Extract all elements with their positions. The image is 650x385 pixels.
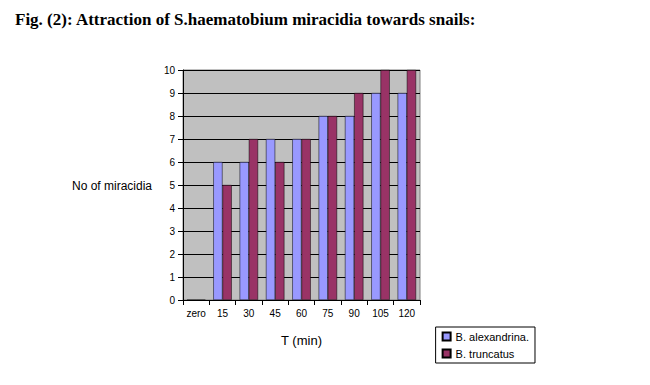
svg-text:9: 9 (169, 88, 175, 99)
svg-text:30: 30 (243, 308, 255, 319)
svg-text:No of miracidia: No of miracidia (72, 179, 152, 193)
svg-text:Fig. (2): Attraction of S.haem: Fig. (2): Attraction of S.haematobium mi… (15, 10, 475, 29)
svg-text:7: 7 (169, 134, 175, 145)
svg-text:10: 10 (164, 65, 176, 76)
svg-text:60: 60 (296, 308, 308, 319)
svg-text:6: 6 (169, 157, 175, 168)
svg-text:120: 120 (398, 308, 415, 319)
svg-text:8: 8 (169, 111, 175, 122)
svg-text:B. alexandrina.: B. alexandrina. (456, 331, 529, 343)
svg-text:5: 5 (169, 180, 175, 191)
svg-text:0: 0 (169, 295, 175, 306)
svg-text:B. truncatus: B. truncatus (456, 348, 515, 360)
svg-text:3: 3 (169, 226, 175, 237)
svg-text:4: 4 (169, 203, 175, 214)
svg-text:2: 2 (169, 249, 175, 260)
svg-text:75: 75 (322, 308, 334, 319)
svg-text:T (min): T (min) (281, 333, 322, 348)
svg-text:zero: zero (186, 308, 206, 319)
svg-text:90: 90 (349, 308, 361, 319)
svg-text:105: 105 (372, 308, 389, 319)
svg-text:1: 1 (169, 272, 175, 283)
svg-text:15: 15 (217, 308, 229, 319)
svg-text:45: 45 (270, 308, 282, 319)
